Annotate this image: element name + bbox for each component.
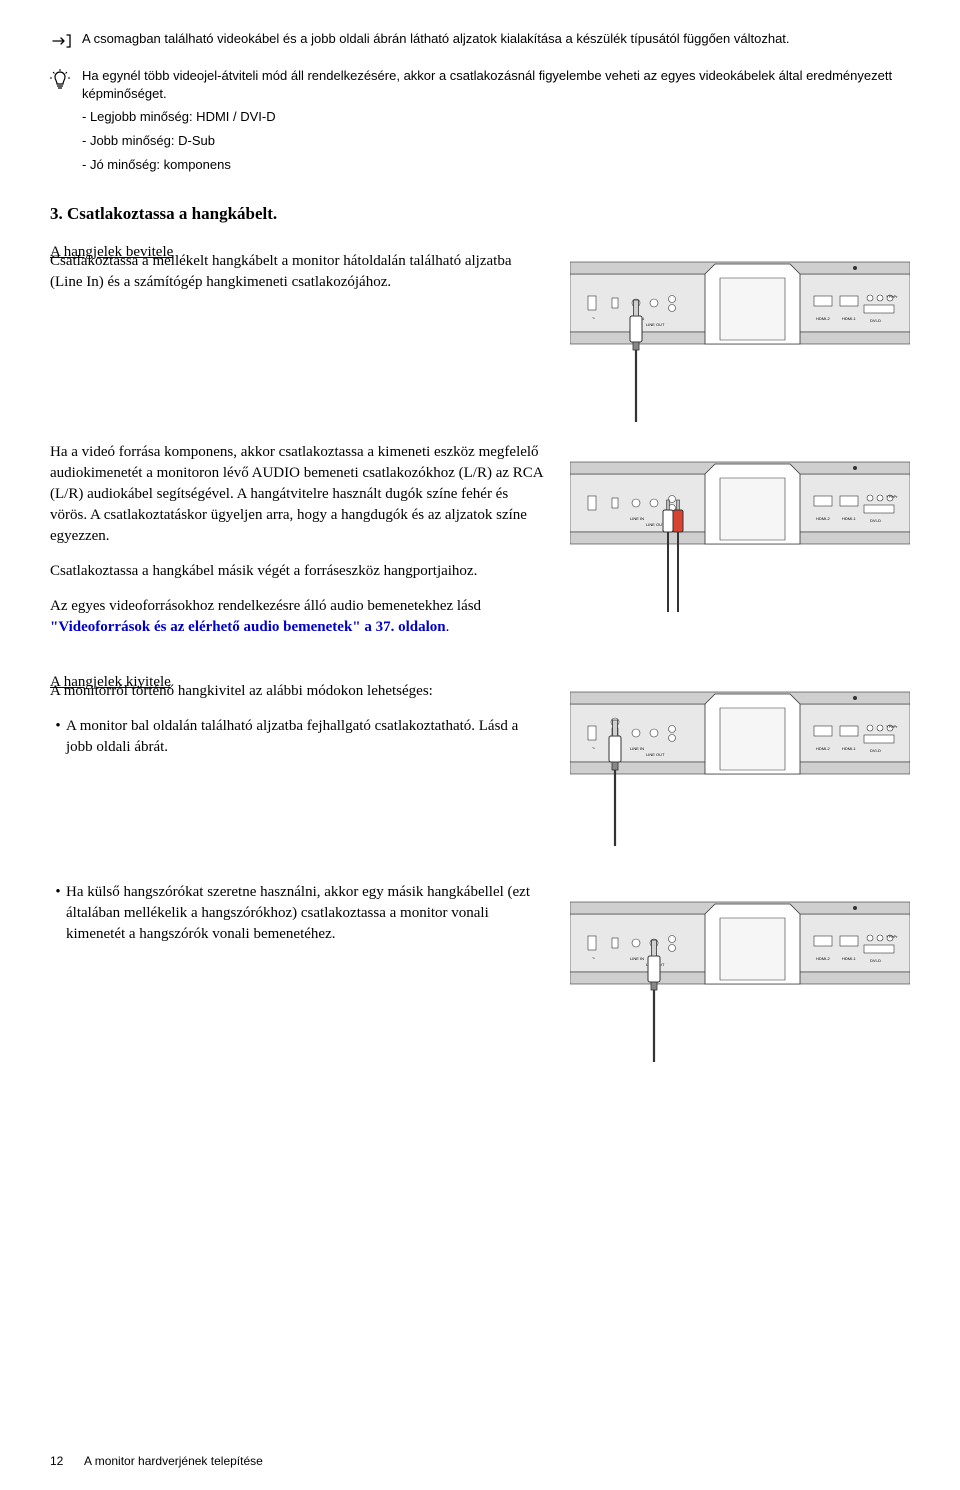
figure-line-out: ~ LINE IN LINE OUT HDMI-2 HDMI-1 YPbPr D… [570,882,910,1062]
audio-input-body: Csatlakoztassa a mellékelt hangkábelt a … [50,251,546,293]
component-p2: Csatlakoztassa a hangkábel másik végét a… [50,561,546,582]
step-3-heading: 3. Csatlakoztassa a hangkábelt. [50,202,910,226]
component-audio-section: Ha a videó forrása komponens, akkor csat… [50,442,910,652]
svg-text:~: ~ [592,956,595,962]
svg-text:HDMI-2: HDMI-2 [816,516,831,521]
speakers-section: • Ha külső hangszórókat szeretne használ… [50,882,910,1062]
component-p1: Ha a videó forrása komponens, akkor csat… [50,442,546,547]
speakers-text: • Ha külső hangszórókat szeretne használ… [50,882,570,949]
svg-text:DVI-D: DVI-D [870,748,881,753]
figure-line-in: ~ LINE IN LINE OUT HDMI-2 HDMI-1 YPbPr D… [570,242,910,422]
port-hdmi2-label: HDMI-2 [816,316,831,321]
port-ypbpr-label: YPbPr [886,294,898,299]
audio-input-section: A hangjelek bevitele Csatlakoztassa a me… [50,242,910,422]
svg-text:YPbPr: YPbPr [886,494,898,499]
svg-text:HDMI-1: HDMI-1 [842,746,857,751]
svg-text:HDMI-2: HDMI-2 [816,746,831,751]
note-quality-text: Ha egynél több videojel-átviteli mód áll… [82,67,910,103]
svg-text:YPbPr: YPbPr [886,724,898,729]
video-sources-link[interactable]: "Videoforrások és az elérhető audio beme… [50,619,446,635]
lightbulb-icon [50,69,74,98]
svg-text:HDMI-1: HDMI-1 [842,516,857,521]
audio-output-intro: A monitorról történő hangkivitel az aláb… [50,681,546,702]
audio-output-section: A hangjelek kivitele A monitorról történ… [50,672,910,852]
svg-text:LINE OUT: LINE OUT [646,752,665,757]
svg-text:LINE OUT: LINE OUT [646,522,665,527]
note-quality: Ha egynél több videojel-átviteli mód áll… [50,67,910,103]
svg-text:HDMI-2: HDMI-2 [816,956,831,961]
port-dvid-label: DVI-D [870,318,881,323]
quality-good: - Jó minőség: komponens [82,156,910,174]
svg-text:LINE IN: LINE IN [630,746,644,751]
footer-title: A monitor hardverjének telepítése [84,1454,263,1468]
quality-better: - Jobb minőség: D-Sub [82,132,910,150]
figure-headphone: ~ LINE IN LINE OUT HDMI-2 HDMI-1 YPbPr D… [570,672,910,852]
svg-text:~: ~ [592,746,595,752]
svg-text:LINE IN: LINE IN [630,516,644,521]
hand-point-icon [50,32,74,55]
component-audio-text: Ha a videó forrása komponens, akkor csat… [50,442,570,652]
note-package-text: A csomagban található videokábel és a jo… [82,30,910,48]
audio-input-text: A hangjelek bevitele Csatlakoztassa a me… [50,242,570,307]
audio-output-text: A hangjelek kivitele A monitorról történ… [50,672,570,762]
svg-text:DVI-D: DVI-D [870,518,881,523]
port-hdmi1-label: HDMI-1 [842,316,857,321]
component-p3: Az egyes videoforrásokhoz rendelkezésre … [50,596,546,638]
port-lineout-label: LINE OUT [646,322,665,327]
page-number: 12 [50,1454,63,1468]
svg-text:HDMI-1: HDMI-1 [842,956,857,961]
svg-text:YPbPr: YPbPr [886,934,898,939]
port-power-label: ~ [592,316,595,322]
figure-rca: LINE IN LINE OUT HDMI-2 HDMI-1 YPbPr DVI… [570,442,910,622]
svg-text:DVI-D: DVI-D [870,958,881,963]
svg-text:LINE IN: LINE IN [630,956,644,961]
audio-output-bullet-1: • A monitor bal oldalán található aljzat… [50,716,546,758]
audio-output-bullet-2: • Ha külső hangszórókat szeretne használ… [50,882,546,945]
page-footer: 12 A monitor hardverjének telepítése [50,1453,263,1470]
note-package: A csomagban található videokábel és a jo… [50,30,910,55]
quality-best: - Legjobb minőség: HDMI / DVI-D [82,108,910,126]
